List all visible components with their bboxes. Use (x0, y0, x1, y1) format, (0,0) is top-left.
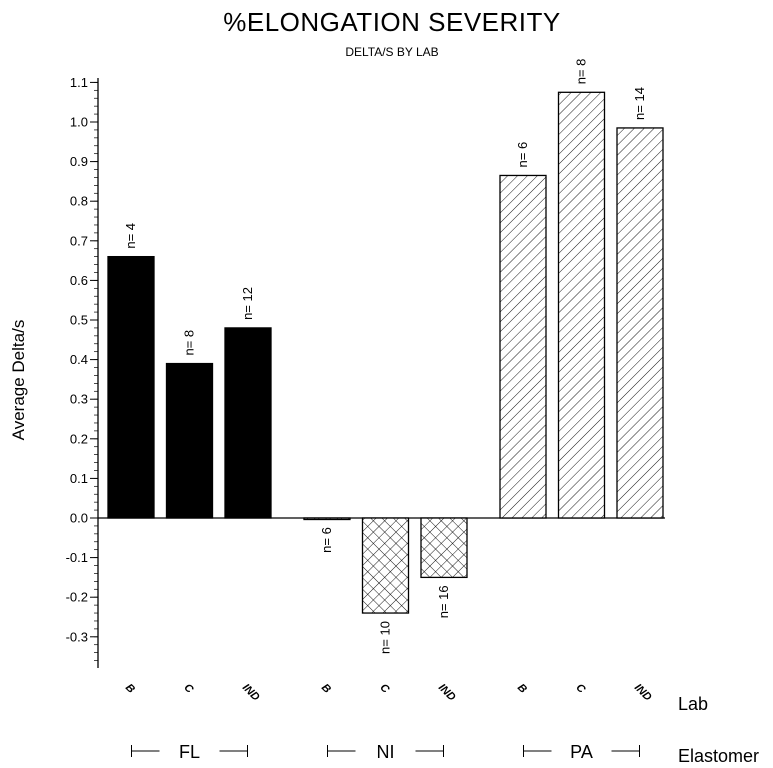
y-tick-label: 0.4 (70, 352, 88, 367)
bars-layer: n= 4 n= 8 n= 12 n= 6 n= 10 n= 16 n= 6 n= 8 n= 14 (98, 59, 665, 654)
bar-fl-c (165, 362, 214, 519)
bar-ni-b (303, 517, 351, 521)
chart-subtitle: DELTA/S BY LAB (345, 45, 438, 59)
lab-tick-label: C (181, 682, 196, 697)
y-tick-label: -0.3 (66, 629, 88, 644)
y-tick-label: -0.2 (66, 590, 88, 605)
y-tick-label: 0.6 (70, 273, 88, 288)
bar-count-label: n= 4 (123, 223, 138, 249)
lab-tick-label: IND (240, 682, 262, 704)
y-tick-label: 0.8 (70, 194, 88, 209)
y-tick-label: 0.7 (70, 233, 88, 248)
bar-ni-c (361, 517, 410, 614)
bar-fl-b (107, 255, 155, 519)
y-tick-label: 1.1 (70, 75, 88, 90)
y-tick-label: 0.3 (70, 392, 88, 407)
y-axis: -0.3 -0.2 -0.1 0.0 0.1 0.2 0.3 0.4 0.5 0.6 0.7 0.8 0… (66, 75, 99, 668)
lab-tick-label: B (123, 682, 137, 696)
bar-pa-b (499, 174, 547, 519)
y-tick-label: 1.0 (70, 115, 88, 130)
lab-tick-label: B (515, 682, 529, 696)
bar-count-label: n= 6 (319, 527, 334, 553)
lab-axis-label: Lab (678, 694, 708, 714)
lab-tick-label: IND (436, 682, 458, 704)
elastomer-group-label: NI (377, 742, 395, 762)
elastomer-group-label: FL (179, 742, 200, 762)
chart-title: %ELONGATION SEVERITY (223, 7, 560, 37)
y-axis-label: Average Delta/s (9, 320, 28, 441)
bar-ni-ind (420, 517, 468, 579)
lab-tick-label: B (319, 682, 333, 696)
bar-count-label: n= 12 (240, 287, 255, 320)
lab-tick-label: C (573, 682, 588, 697)
y-tick-label: 0.5 (70, 313, 88, 328)
y-tick-label: -0.1 (66, 550, 88, 565)
bar-count-label: n= 10 (378, 621, 393, 654)
y-tick-label: 0.1 (70, 471, 88, 486)
bar-count-label: n= 14 (632, 87, 647, 120)
elastomer-axis-label: Elastomer (678, 746, 759, 766)
lab-tick-label: C (377, 682, 392, 697)
bar-count-label: n= 6 (515, 142, 530, 168)
y-tick-label: 0.2 (70, 431, 88, 446)
x-labels-layer: B C IND FL B C IND NI B C IND PA (123, 682, 654, 762)
elastomer-group-label: PA (570, 742, 593, 762)
bar-count-label: n= 8 (182, 330, 197, 356)
lab-tick-label: IND (632, 682, 654, 704)
y-tick-label: 0.0 (70, 511, 88, 526)
bar-count-label: n= 8 (574, 59, 589, 85)
bar-fl-ind (224, 327, 272, 519)
y-tick-label: 0.9 (70, 154, 88, 169)
bar-pa-ind (616, 127, 664, 519)
bar-pa-c (557, 91, 606, 519)
bar-count-label: n= 16 (436, 585, 451, 618)
